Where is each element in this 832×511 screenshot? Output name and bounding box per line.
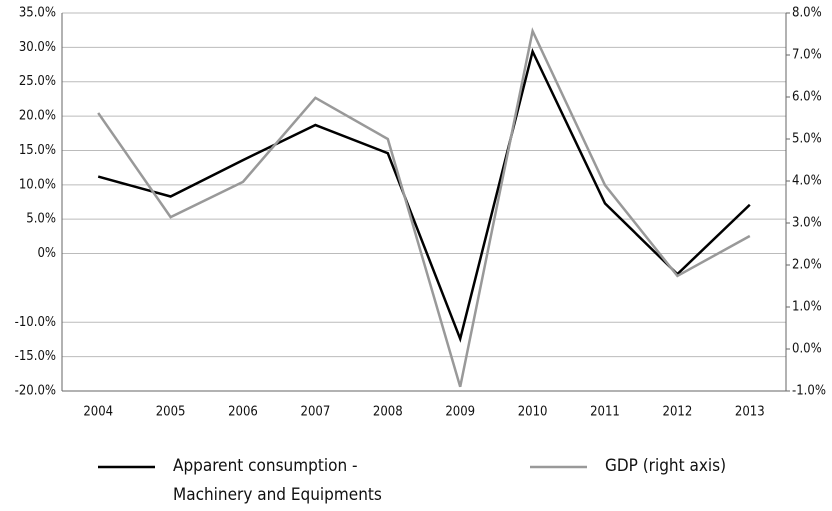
y-tick-label: -10.0% [15, 315, 56, 330]
y2-tick-label: 6.0% [792, 90, 822, 105]
y2-tick-label: 3.0% [792, 216, 822, 231]
y2-tick-label: 7.0% [792, 48, 822, 63]
y-tick-label: 5.0% [26, 212, 56, 227]
series-line [97, 27, 751, 388]
x-tick-label: 2009 [445, 405, 475, 420]
y2-tick-label: -1.0% [792, 384, 826, 399]
x-tick-label: 2012 [663, 405, 693, 420]
y-tick-label: -20.0% [15, 384, 56, 399]
x-tick-label: 2013 [735, 405, 765, 420]
x-tick-label: 2008 [373, 405, 403, 420]
x-tick-label: 2007 [301, 405, 331, 420]
y-tick-label: 15.0% [19, 143, 56, 158]
y-tick-label: -15.0% [15, 349, 56, 364]
x-tick-label: 2011 [590, 405, 620, 420]
y-tick-label: 35.0% [19, 6, 56, 21]
y-tick-label: 0% [37, 246, 56, 261]
x-tick-label: 2010 [518, 405, 548, 420]
x-tick-label: 2004 [83, 405, 113, 420]
legend-label: Apparent consumption - Machinery and Equ… [173, 456, 382, 505]
y2-tick-label: 5.0% [792, 132, 822, 147]
x-tick-label: 2006 [228, 405, 258, 420]
y2-tick-label: 4.0% [792, 174, 822, 189]
y-tick-label: 20.0% [19, 109, 56, 124]
y2-tick-label: 1.0% [792, 300, 822, 315]
series-line [97, 47, 751, 343]
y2-tick-label: 8.0% [792, 6, 822, 21]
legend-label: GDP (right axis) [605, 456, 727, 476]
x-tick-label: 2005 [156, 405, 186, 420]
y-tick-label: 25.0% [19, 74, 56, 89]
y-tick-label: 10.0% [19, 177, 56, 192]
y-tick-label: 30.0% [19, 40, 56, 55]
y2-tick-label: 2.0% [792, 258, 822, 273]
y2-tick-label: 0.0% [792, 342, 822, 357]
